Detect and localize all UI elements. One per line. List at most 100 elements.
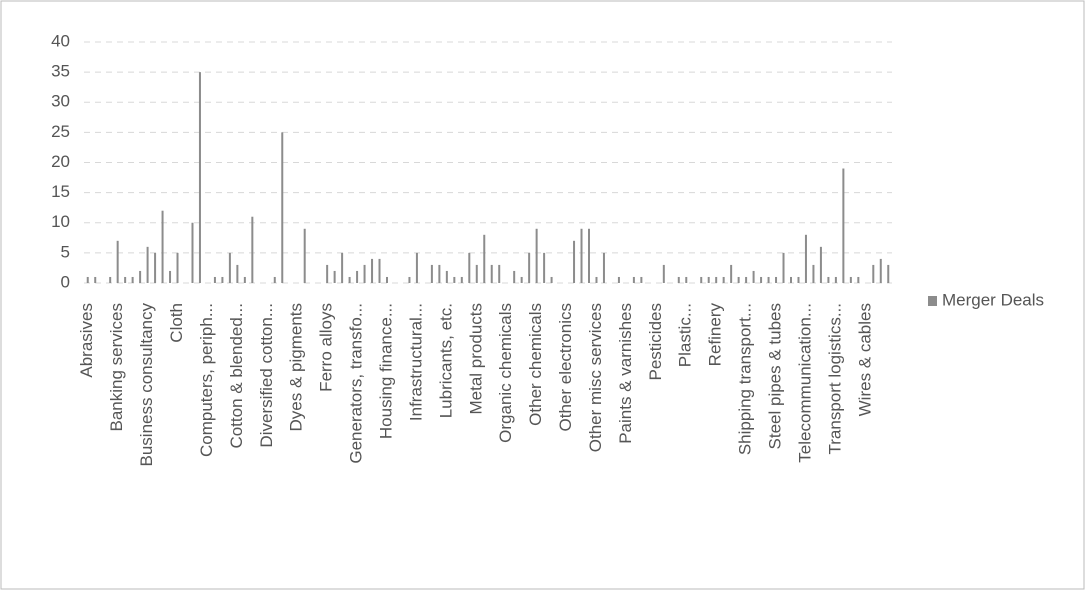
bar xyxy=(685,276,688,283)
y-tick-label: 10 xyxy=(51,212,70,231)
bar xyxy=(303,228,306,283)
bar xyxy=(632,276,635,283)
bar xyxy=(595,276,598,283)
bar xyxy=(827,276,830,283)
x-tick-label: Organic chemicals xyxy=(496,303,515,443)
bar xyxy=(228,252,231,283)
bar xyxy=(879,258,882,283)
bar xyxy=(535,228,538,283)
legend-swatch xyxy=(928,296,937,306)
bar xyxy=(513,270,516,283)
bar xyxy=(154,252,157,283)
bar xyxy=(857,276,860,283)
bar xyxy=(722,276,725,283)
x-tick-label: Banking services xyxy=(107,303,126,432)
bar xyxy=(341,252,344,283)
bar xyxy=(550,276,553,283)
bar xyxy=(737,276,740,283)
x-tick-label: Computers, periph... xyxy=(197,303,216,457)
x-tick-label: Other electronics xyxy=(556,303,575,432)
bar xyxy=(161,210,164,283)
bar xyxy=(169,270,172,283)
bar xyxy=(333,270,336,283)
bar xyxy=(490,264,493,283)
bar xyxy=(326,264,329,283)
bar xyxy=(348,276,351,283)
bar xyxy=(752,270,755,283)
bar xyxy=(281,132,284,283)
x-tick-label: Ferro alloys xyxy=(317,303,336,392)
bar xyxy=(124,276,127,283)
bar xyxy=(176,252,179,283)
bar xyxy=(453,276,456,283)
bar xyxy=(146,246,149,283)
x-tick-label: Other misc services xyxy=(586,303,605,452)
x-tick-label: Telecommunication... xyxy=(795,303,814,463)
bar xyxy=(109,276,112,283)
bar xyxy=(745,276,748,283)
bar xyxy=(221,276,224,283)
bar xyxy=(371,258,374,283)
x-tick-label: Steel pipes & tubes xyxy=(766,303,785,449)
x-tick-label: Cloth xyxy=(167,303,186,343)
bar xyxy=(498,264,501,283)
bar xyxy=(602,252,605,283)
y-tick-label: 30 xyxy=(51,92,70,111)
bar xyxy=(116,240,119,283)
bar xyxy=(483,234,486,283)
bar xyxy=(588,228,590,283)
bar xyxy=(236,264,239,283)
bar xyxy=(707,276,710,283)
x-tick-label: Other chemicals xyxy=(526,303,545,426)
x-tick-label: Wires & cables xyxy=(855,303,874,416)
bar xyxy=(273,276,276,283)
x-tick-label: Generators, transfo... xyxy=(347,303,366,464)
x-tick-label: Plastic... xyxy=(676,303,695,367)
bar xyxy=(363,264,366,283)
bar xyxy=(617,276,620,283)
bar xyxy=(528,252,531,283)
bar xyxy=(191,222,194,283)
bar xyxy=(760,276,763,283)
bar xyxy=(460,276,463,283)
y-tick-label: 5 xyxy=(61,242,70,261)
bar xyxy=(243,276,246,283)
y-tick-label: 35 xyxy=(51,62,70,81)
bar xyxy=(386,276,388,283)
bar xyxy=(730,264,733,283)
bar xyxy=(94,276,97,283)
x-tick-label: Dyes & pigments xyxy=(287,303,306,432)
x-tick-label: Abrasives xyxy=(77,303,96,378)
bar xyxy=(842,168,845,283)
bar xyxy=(887,264,890,283)
bar xyxy=(430,264,433,283)
bar xyxy=(408,276,411,283)
x-tick-label: Paints & varnishes xyxy=(616,303,635,444)
bar xyxy=(797,276,800,283)
bar xyxy=(700,276,703,283)
x-tick-label: Lubricants, etc. xyxy=(436,303,455,418)
legend-label: Merger Deals xyxy=(942,290,1044,309)
x-tick-label: Cotton & blended... xyxy=(227,303,246,449)
bar xyxy=(445,270,448,283)
bar xyxy=(520,276,523,283)
bar xyxy=(767,276,770,283)
bar xyxy=(438,264,441,283)
x-tick-label: Business consultancy xyxy=(137,303,156,467)
bar xyxy=(131,276,134,283)
bar xyxy=(86,276,89,283)
bar xyxy=(834,276,837,283)
bar xyxy=(662,264,665,283)
bar xyxy=(139,270,142,283)
y-tick-label: 0 xyxy=(61,272,70,291)
x-tick-label: Transport logistics... xyxy=(825,303,844,454)
bar xyxy=(378,258,381,283)
x-tick-label: Diversified cotton... xyxy=(257,303,276,448)
x-tick-label: Housing finance... xyxy=(376,303,395,439)
x-tick-label: Shipping transport... xyxy=(736,303,755,455)
bar xyxy=(251,216,254,283)
bar xyxy=(573,240,576,283)
bar xyxy=(715,276,718,283)
bar xyxy=(812,264,815,283)
